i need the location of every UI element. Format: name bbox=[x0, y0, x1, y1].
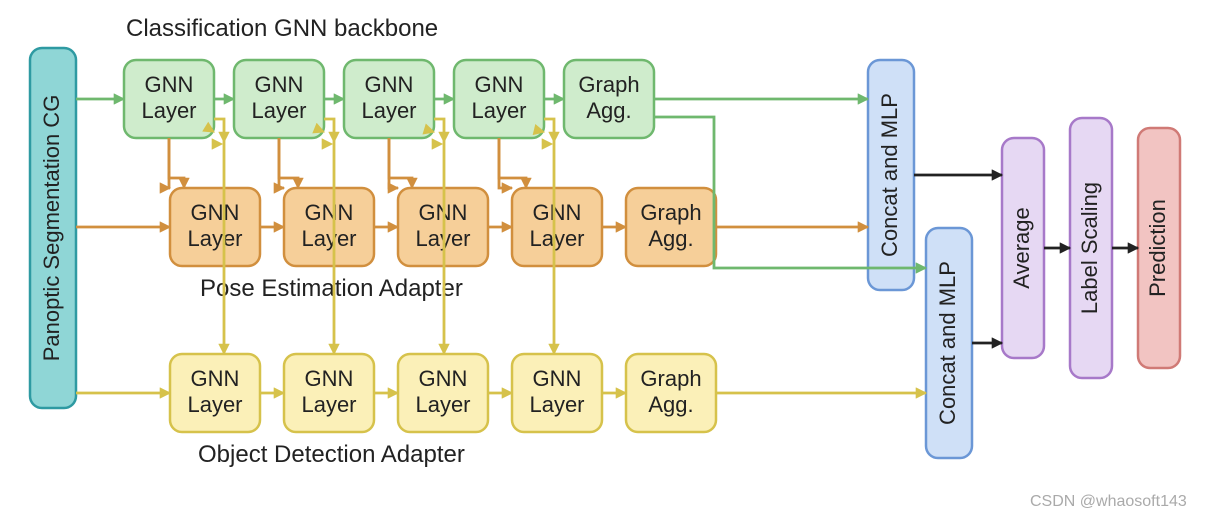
yellow-node-2-lab-line1: Layer bbox=[415, 392, 470, 417]
yellow-node-4-lab-line0: Graph bbox=[640, 366, 701, 391]
orange-node-4-lab-line0: Graph bbox=[640, 200, 701, 225]
green-node-1-lab-line0: GNN bbox=[255, 72, 304, 97]
concat-top-label: Concat and MLP bbox=[877, 93, 902, 257]
orange-node-0-lab-line1: Layer bbox=[187, 226, 242, 251]
yellow-node-0-lab-line0: GNN bbox=[191, 366, 240, 391]
green-node-3-lab-line0: GNN bbox=[475, 72, 524, 97]
green-node-4-lab-line1: Agg. bbox=[586, 98, 631, 123]
yellow-node-3-lab-line0: GNN bbox=[533, 366, 582, 391]
average-label: Average bbox=[1009, 207, 1034, 289]
yellow-node-1-lab-line1: Layer bbox=[301, 392, 356, 417]
yellow-node-4-lab-line1: Agg. bbox=[648, 392, 693, 417]
input-label: Panoptic Segmentation CG bbox=[39, 95, 64, 362]
yellow-node-1-lab-line0: GNN bbox=[305, 366, 354, 391]
label-mid: Pose Estimation Adapter bbox=[200, 275, 463, 302]
scale-label: Label Scaling bbox=[1077, 182, 1102, 314]
orange-node-3-lab-line1: Layer bbox=[529, 226, 584, 251]
prediction-label: Prediction bbox=[1145, 199, 1170, 297]
watermark: CSDN @whaosoft143 bbox=[1030, 493, 1187, 510]
yellow-node-0-lab-line1: Layer bbox=[187, 392, 242, 417]
yellow-node-3-lab-line1: Layer bbox=[529, 392, 584, 417]
yellow-node-2-lab-line0: GNN bbox=[419, 366, 468, 391]
orange-node-3-lab-line0: GNN bbox=[533, 200, 582, 225]
orange-node-1-lab-line1: Layer bbox=[301, 226, 356, 251]
green-node-2-lab-line0: GNN bbox=[365, 72, 414, 97]
green-node-2-lab-line1: Layer bbox=[361, 98, 416, 123]
orange-node-1-lab-line0: GNN bbox=[305, 200, 354, 225]
green-node-4-lab-line0: Graph bbox=[578, 72, 639, 97]
green-node-0-lab-line1: Layer bbox=[141, 98, 196, 123]
orange-node-0-lab-line0: GNN bbox=[191, 200, 240, 225]
green-node-3-lab-line1: Layer bbox=[471, 98, 526, 123]
orange-node-4-lab-line1: Agg. bbox=[648, 226, 693, 251]
label-bot: Object Detection Adapter bbox=[198, 441, 465, 468]
green-node-0-lab-line0: GNN bbox=[145, 72, 194, 97]
green-node-1-lab-line1: Layer bbox=[251, 98, 306, 123]
concat-bot-label: Concat and MLP bbox=[935, 261, 960, 425]
label-top: Classification GNN backbone bbox=[126, 15, 438, 42]
